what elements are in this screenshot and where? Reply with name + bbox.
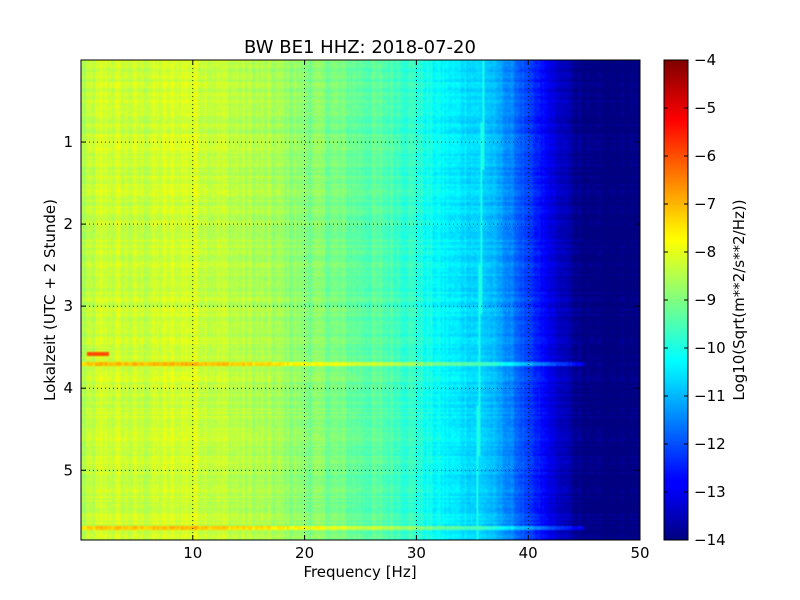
spectrogram-heatmap bbox=[81, 60, 640, 540]
colorbar-tick-label: −11 bbox=[694, 387, 726, 405]
y-tick-label: 5 bbox=[63, 461, 73, 479]
x-axis-ticks: 10 20 30 40 50 bbox=[183, 60, 650, 562]
colorbar-tick-label: −10 bbox=[694, 339, 726, 357]
x-axis-label: Frequency [Hz] bbox=[303, 563, 416, 581]
colorbar-tick-label: −13 bbox=[694, 483, 726, 501]
colorbar-tick-label: −7 bbox=[694, 195, 716, 213]
y-axis-label: Lokalzeit (UTC + 2 Stunde) bbox=[41, 199, 59, 401]
y-tick-label: 2 bbox=[63, 215, 73, 233]
colorbar-tick-label: −9 bbox=[694, 291, 716, 309]
colorbar-tick-label: −14 bbox=[694, 531, 726, 549]
x-tick-label: 40 bbox=[519, 544, 538, 562]
chart-title: BW BE1 HHZ: 2018-07-20 bbox=[244, 37, 476, 58]
colorbar-tick-label: −4 bbox=[694, 51, 716, 69]
x-tick-label: 30 bbox=[407, 544, 426, 562]
colorbar-ticks: −4 −5 −6 −7 −8 −9 −10 −11 −12 −13 −14 bbox=[664, 51, 726, 549]
plot-area: 10 20 30 40 50 1 2 3 4 5 bbox=[63, 59, 650, 562]
y-tick-label: 3 bbox=[63, 297, 73, 315]
colorbar-tick-label: −8 bbox=[694, 243, 716, 261]
plot-frame bbox=[80, 59, 641, 541]
colorbar-tick-label: −12 bbox=[694, 435, 726, 453]
colorbar: −4 −5 −6 −7 −8 −9 −10 −11 −12 −13 −14 Log10(Sqrt(m… bbox=[663, 51, 748, 549]
x-tick-label: 20 bbox=[295, 544, 314, 562]
x-tick-label: 50 bbox=[630, 544, 649, 562]
y-axis-ticks: 1 2 3 4 5 bbox=[63, 133, 640, 479]
colorbar-tick-label: −5 bbox=[694, 99, 716, 117]
colorbar-label: Log10(Sqrt(m**2/s**2/Hz)) bbox=[730, 199, 748, 400]
grid-lines bbox=[81, 60, 640, 540]
x-tick-label: 10 bbox=[183, 544, 202, 562]
colorbar-tick-label: −6 bbox=[694, 147, 716, 165]
y-tick-label: 1 bbox=[63, 133, 73, 151]
y-tick-label: 4 bbox=[63, 379, 73, 397]
